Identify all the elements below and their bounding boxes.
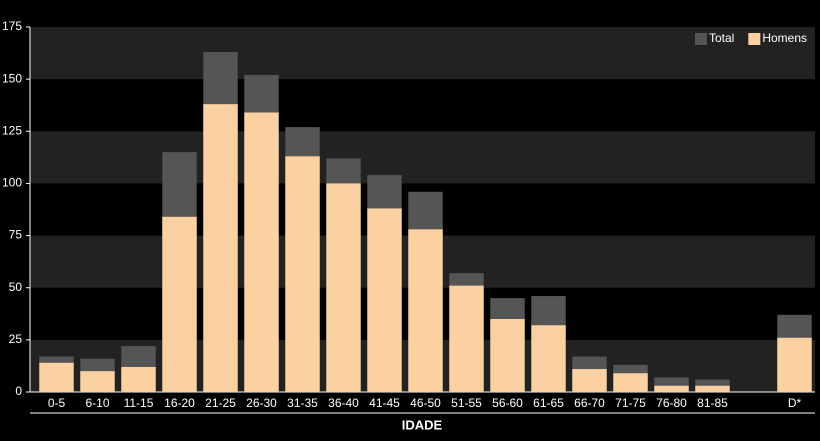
x-tick-label: 21-25 [205, 396, 236, 410]
x-axis-title: IDADE [402, 417, 443, 432]
x-tick-label: 31-35 [287, 396, 318, 410]
y-tick-label: 50 [9, 280, 23, 294]
bar [80, 371, 115, 392]
bar [695, 385, 730, 392]
x-tick-label: 6-10 [85, 396, 109, 410]
bar [367, 208, 402, 392]
bar [285, 156, 320, 392]
x-tick-label: 51-55 [451, 396, 482, 410]
y-tick-label: 25 [9, 332, 23, 346]
legend-swatch [694, 33, 707, 45]
bar [39, 362, 74, 392]
bar [162, 216, 197, 392]
y-tick-label: 125 [2, 123, 22, 137]
bar [777, 337, 812, 392]
y-tick-label: 75 [9, 228, 23, 242]
legend-swatch [748, 33, 761, 45]
bar [531, 325, 566, 392]
grid-band [30, 131, 815, 184]
legend-label: Total [709, 31, 734, 45]
bar [121, 366, 156, 392]
y-tick-label: 150 [2, 71, 22, 85]
x-tick-label: 16-20 [164, 396, 195, 410]
bar [613, 373, 648, 392]
x-tick-label: 41-45 [369, 396, 400, 410]
x-tick-label: 26-30 [246, 396, 277, 410]
x-tick-label: 11-15 [124, 396, 154, 410]
bar [203, 104, 238, 393]
x-tick-label: 81-85 [697, 396, 728, 410]
x-tick-label: 0-5 [48, 396, 66, 410]
legend-label: Homens [762, 31, 807, 45]
x-tick-label: 71-75 [615, 396, 646, 410]
bar [244, 112, 279, 392]
bar [449, 285, 484, 392]
bar [490, 319, 525, 392]
bar [572, 369, 607, 392]
y-tick-label: 0 [15, 384, 22, 398]
bar [326, 183, 361, 392]
x-tick-label: 36-40 [328, 396, 359, 410]
y-tick-label: 100 [2, 176, 22, 190]
x-tick-label: 46-50 [410, 396, 441, 410]
x-tick-label: 56-60 [492, 396, 523, 410]
grid-band [30, 27, 815, 80]
y-tick-label: 175 [2, 19, 22, 33]
x-tick-label: 66-70 [574, 396, 605, 410]
x-tick-label: 76-80 [656, 396, 687, 410]
x-tick-label: 61-65 [533, 396, 564, 410]
bar [408, 229, 443, 392]
bar [654, 385, 689, 392]
x-tick-label: D* [788, 396, 802, 410]
